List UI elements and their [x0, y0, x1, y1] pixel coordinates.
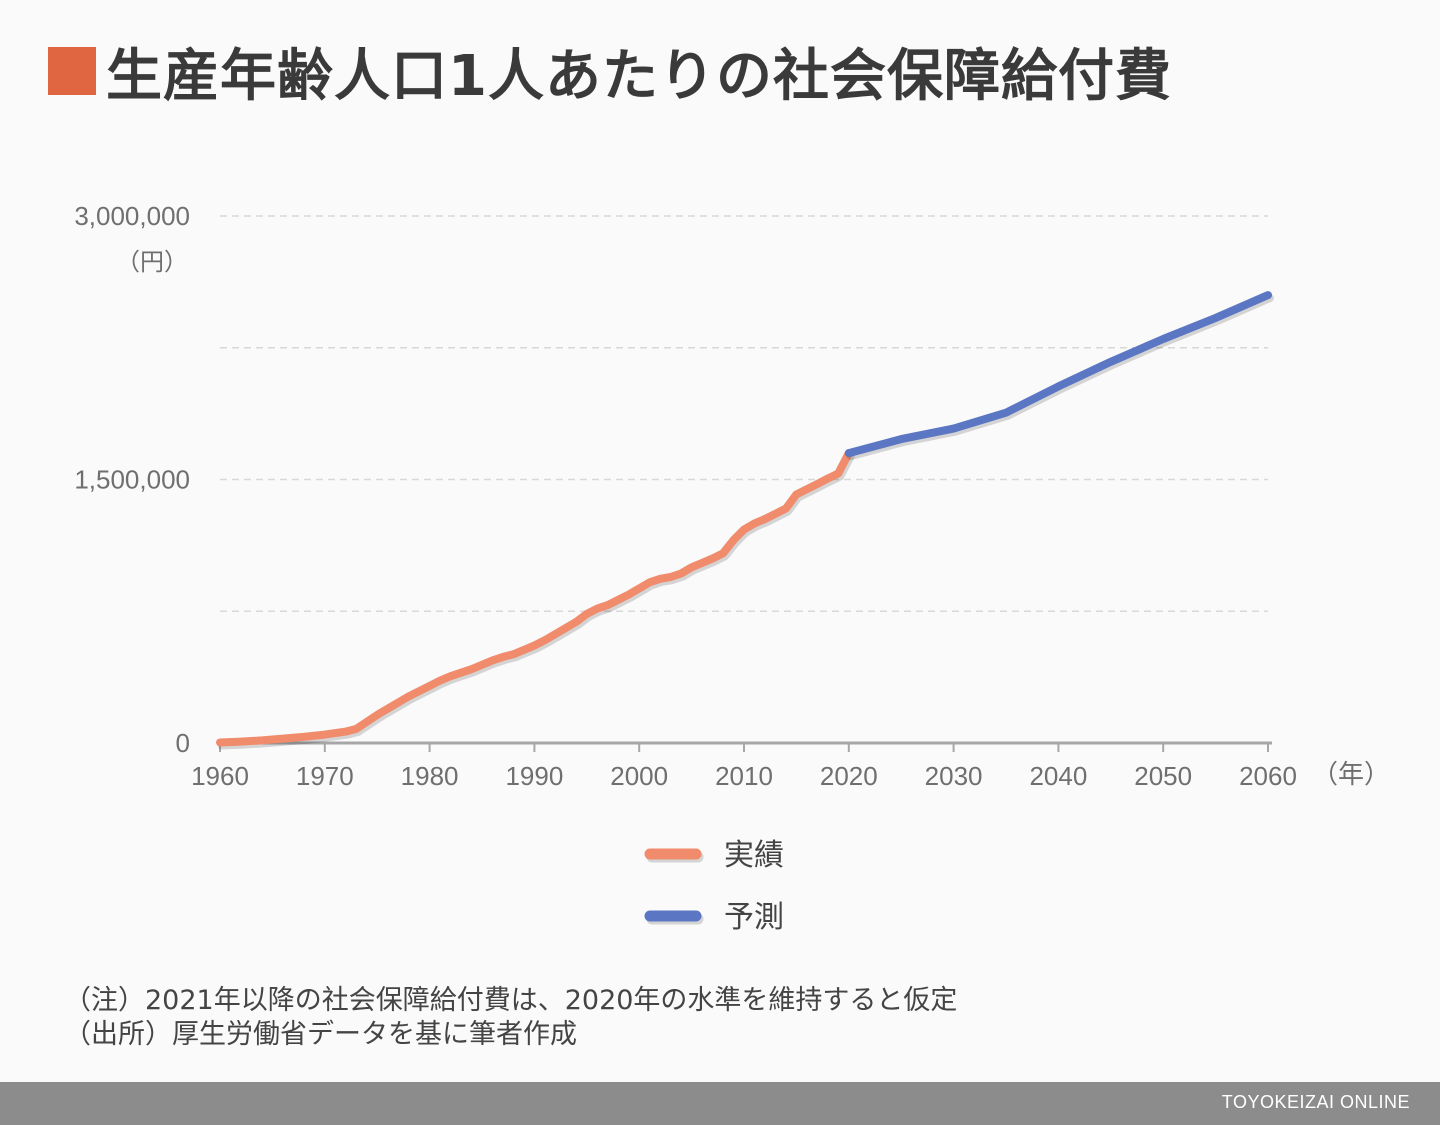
legend-label: 予測: [724, 900, 784, 935]
x-tick-label: 1980: [401, 761, 459, 791]
footer-brand: TOYOKEIZAI ONLINE: [1221, 1092, 1410, 1112]
line-chart: 1960 1970 1980 1990 2000 2010 2020 2030 2040 2050…: [74, 201, 1390, 935]
footer-bar: TOYOKEIZAI ONLINE: [0, 1082, 1440, 1125]
x-tick-label: 1960: [191, 761, 249, 791]
y-unit-label: （円）: [116, 248, 188, 276]
x-tick-label: 2000: [610, 761, 668, 791]
y-tick-label: 1,500,000: [74, 465, 190, 495]
chart-title: 生産年齢人口1人あたりの社会保障給付費: [48, 36, 1172, 109]
x-tick-label: 2060: [1239, 761, 1297, 791]
series-line-forecast: [844, 291, 1272, 458]
x-tick-label: 2040: [1029, 761, 1087, 791]
title-text: 生産年齢人口1人あたりの社会保障給付費: [106, 43, 1172, 109]
x-tick-label: 2010: [715, 761, 773, 791]
note-assumption: （注）2021年以降の社会保障給付費は、2020年の水準を維持すると仮定: [64, 985, 958, 1016]
x-tick-label: 2030: [925, 761, 983, 791]
series-line-actual: [216, 449, 853, 747]
legend-label: 実績: [724, 838, 784, 873]
title-marker: [48, 47, 96, 95]
series-line-shadow: [218, 452, 855, 750]
note-source: （出所）厚生労働省データを基に筆者作成: [64, 1019, 577, 1050]
x-tick-label: 1990: [505, 761, 563, 791]
y-tick-label: 0: [176, 728, 190, 758]
notes: （注）2021年以降の社会保障給付費は、2020年の水準を維持すると仮定 （出所…: [64, 984, 957, 1052]
x-tick-label: 1970: [296, 761, 354, 791]
x-tick-label: 2020: [820, 761, 878, 791]
x-tick-label: 2050: [1134, 761, 1192, 791]
y-tick-label: 3,000,000: [74, 201, 190, 231]
x-unit-label: （年）: [1312, 760, 1390, 790]
